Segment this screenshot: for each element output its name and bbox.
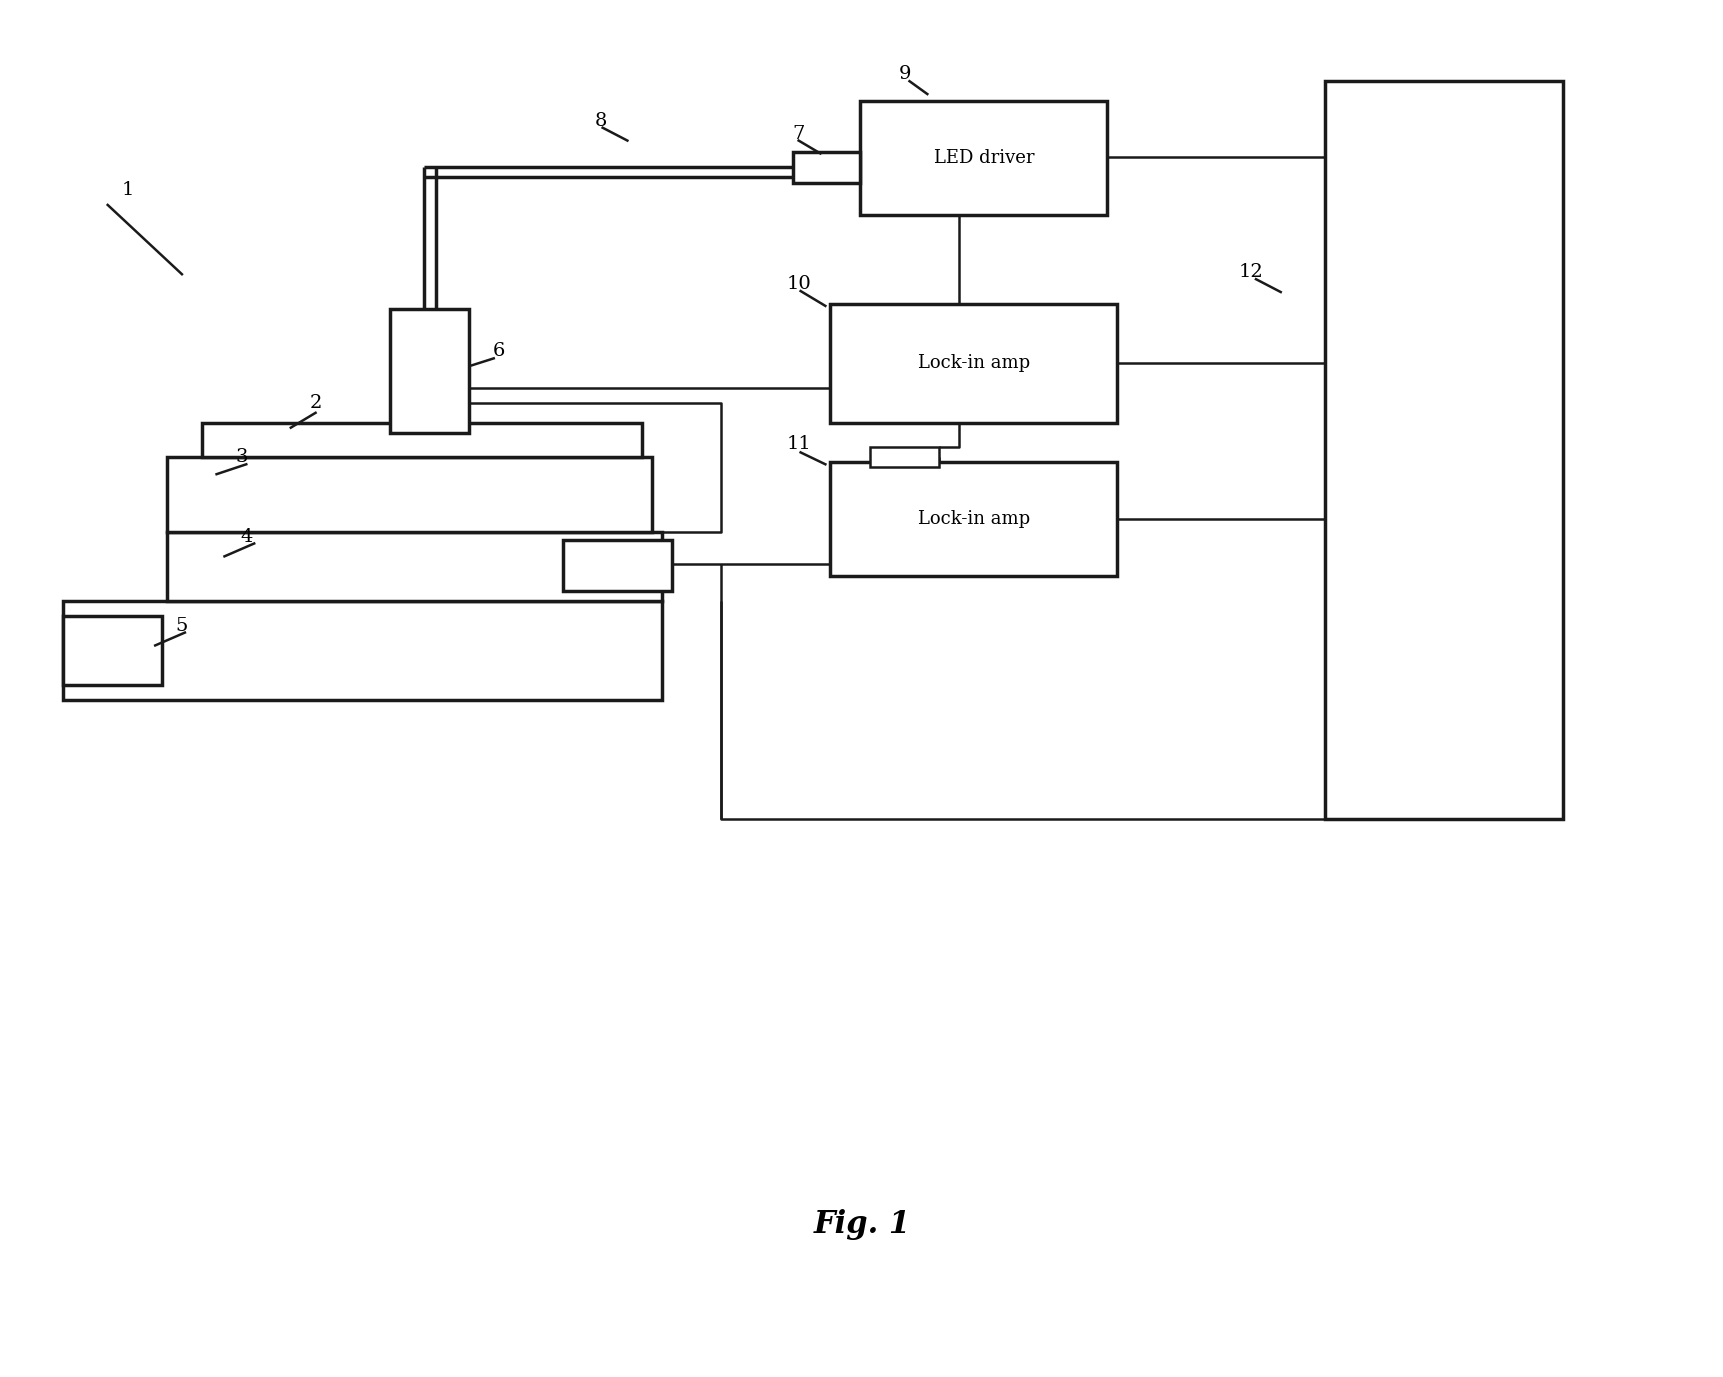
- Bar: [167, 457, 651, 532]
- Text: 6: 6: [493, 343, 505, 361]
- Text: Fig. 1: Fig. 1: [813, 1209, 910, 1241]
- Text: 2: 2: [308, 394, 322, 412]
- Bar: [860, 101, 1106, 215]
- Bar: [793, 153, 860, 183]
- Text: 7: 7: [793, 125, 805, 143]
- Bar: [389, 308, 469, 432]
- Bar: [64, 600, 662, 700]
- Bar: [1325, 81, 1563, 819]
- Text: 4: 4: [239, 527, 252, 545]
- Bar: [830, 463, 1117, 576]
- Text: 8: 8: [594, 112, 606, 129]
- Bar: [870, 448, 939, 467]
- Bar: [563, 540, 672, 591]
- Text: LED driver: LED driver: [932, 149, 1034, 167]
- Text: 12: 12: [1237, 263, 1263, 281]
- Text: 11: 11: [786, 435, 810, 453]
- Text: Lock-in amp: Lock-in amp: [917, 511, 1029, 529]
- Text: 1: 1: [121, 182, 134, 200]
- Text: 3: 3: [234, 449, 248, 467]
- Text: 9: 9: [898, 65, 910, 83]
- Text: Lock-in amp: Lock-in amp: [917, 354, 1029, 372]
- Bar: [830, 304, 1117, 423]
- Text: 10: 10: [786, 275, 810, 293]
- Text: 5: 5: [176, 617, 188, 635]
- Bar: [167, 532, 662, 600]
- Bar: [202, 423, 643, 457]
- Bar: [64, 616, 162, 684]
